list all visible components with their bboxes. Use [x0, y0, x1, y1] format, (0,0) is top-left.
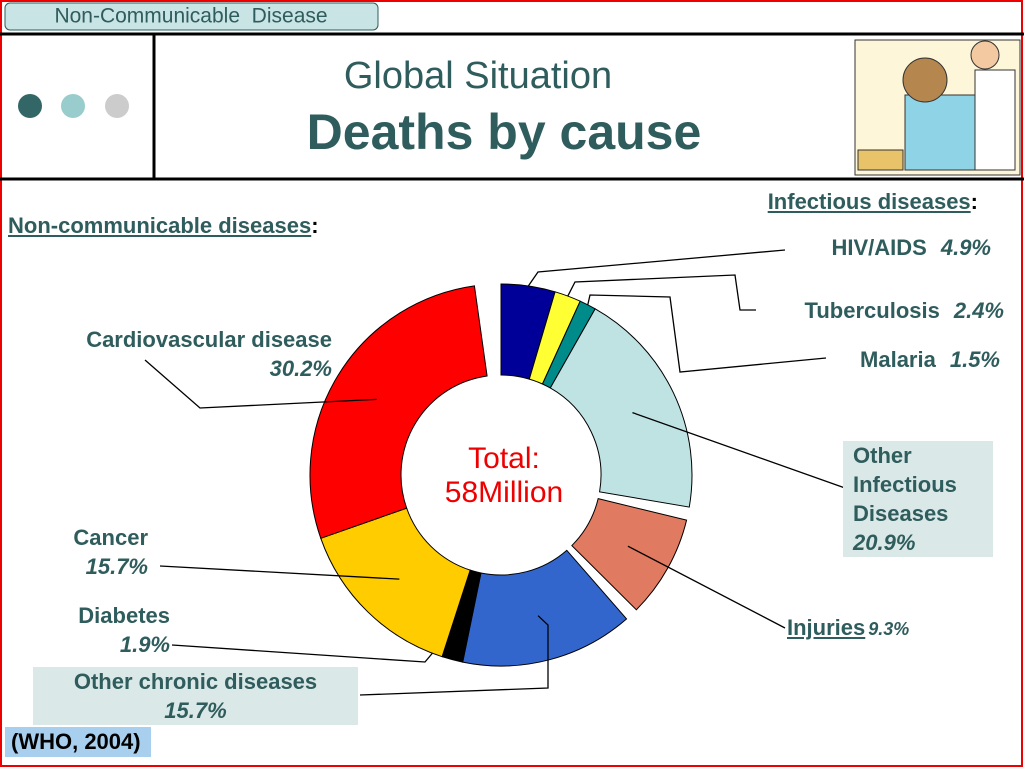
label-name: Other chronic diseases: [73, 669, 318, 694]
label-value: 15.7%: [85, 554, 148, 579]
slice-label: Cancer 15.7%: [73, 523, 148, 581]
label-name: Cancer: [73, 525, 148, 550]
tag-box: [4, 2, 379, 31]
label-value: 4.9%: [940, 235, 991, 260]
label-value: 1.5%: [949, 347, 1000, 372]
label-name: Malaria: [860, 347, 936, 372]
slice-label: HIV/AIDS 4.9%: [831, 233, 991, 262]
leader-line: [587, 294, 827, 373]
slice-label: Cardiovascular disease 30.2%: [86, 325, 332, 383]
leader-line: [632, 411, 846, 489]
slice: [549, 308, 693, 508]
leader-line: [359, 615, 549, 696]
label-value: 20.9%: [853, 530, 916, 555]
label-value: 30.2%: [269, 356, 332, 381]
illustration: [854, 39, 1021, 176]
label-name: HIV/AIDS: [831, 235, 927, 260]
leader-line: [144, 359, 377, 409]
heading-text: Infectious diseases: [767, 189, 971, 214]
label-value: 15.7%: [164, 698, 227, 723]
slice-label: Other Infectious Diseases 20.9%: [843, 441, 993, 557]
label-value: 9.3%: [868, 619, 910, 639]
label-value: 1.9%: [119, 632, 170, 657]
subtitle: Deaths by cause: [307, 104, 702, 160]
label-value: 2.4%: [953, 298, 1004, 323]
group-heading: Infectious diseases:: [768, 189, 978, 215]
slice: [309, 285, 488, 539]
group-heading: Non-communicable diseases:: [8, 213, 319, 239]
heading-colon: :: [970, 189, 978, 214]
slice-label: Injuries 9.3%: [787, 613, 909, 644]
slice-label: Tuberculosis 2.4%: [805, 296, 1004, 325]
slice: [571, 498, 688, 611]
label-name: Tuberculosis: [804, 298, 940, 323]
tag: Non-Communicable Disease: [54, 5, 327, 28]
center-label: 58Million: [445, 476, 563, 509]
dot: [18, 94, 42, 118]
slice-label: Other chronic diseases 15.7%: [33, 667, 358, 725]
source: (WHO, 2004): [5, 727, 151, 757]
slice-label: Diabetes 1.9%: [78, 601, 170, 659]
title: Global Situation: [344, 55, 612, 97]
dot: [61, 94, 85, 118]
leader-line: [567, 274, 756, 311]
label-name: Other Infectious Diseases: [853, 443, 957, 526]
leader-line: [527, 249, 786, 287]
center-label: Total:: [468, 442, 540, 475]
label-name: Cardiovascular disease: [86, 327, 332, 352]
leader-line: [627, 545, 786, 629]
dot: [105, 94, 129, 118]
label-name: Diabetes: [78, 603, 170, 628]
heading-colon: :: [311, 213, 319, 238]
leader-line: [171, 615, 465, 663]
slice-label: Malaria 1.5%: [860, 345, 1000, 374]
label-name: Injuries: [787, 615, 866, 640]
leader-line: [159, 565, 400, 580]
heading-text: Non-communicable diseases: [8, 213, 312, 238]
